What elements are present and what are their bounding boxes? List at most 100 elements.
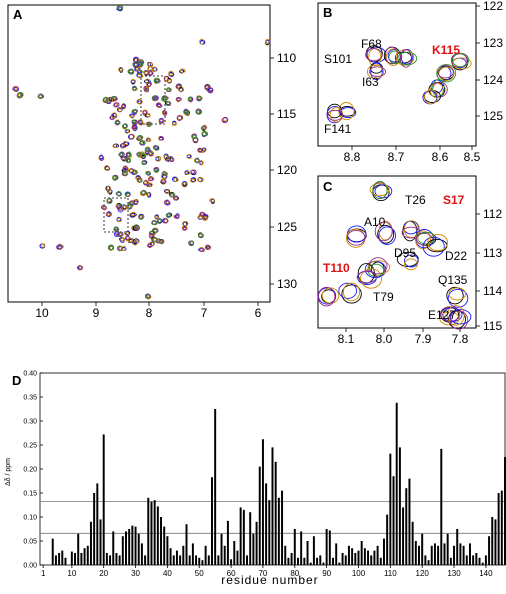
peak-contour bbox=[206, 87, 214, 93]
peak-contour bbox=[187, 96, 193, 101]
peak-contour bbox=[182, 227, 187, 231]
bar bbox=[402, 507, 405, 565]
bar bbox=[217, 555, 220, 565]
bar bbox=[80, 553, 83, 565]
peak-contour bbox=[197, 177, 204, 183]
peak-contour bbox=[190, 169, 197, 174]
panel-c-y-ticks: 112 113 114 115 bbox=[476, 207, 502, 333]
peak-contour bbox=[169, 192, 176, 198]
peak-contour bbox=[159, 136, 164, 141]
bar bbox=[382, 538, 385, 565]
peak-contour bbox=[163, 218, 169, 224]
bar bbox=[179, 555, 182, 565]
bar bbox=[500, 490, 503, 565]
bar bbox=[109, 555, 112, 565]
bar bbox=[255, 521, 258, 565]
peak-contour bbox=[404, 258, 418, 271]
peak-contour bbox=[147, 62, 154, 67]
panel-c-label: C bbox=[323, 179, 333, 194]
peak-contour bbox=[368, 66, 387, 77]
panel-c-residue-labels: T26 S17 A10 D95 D22 T110 Q135 T79 E127 bbox=[323, 193, 468, 322]
bar bbox=[239, 507, 242, 565]
peak-contour bbox=[121, 205, 128, 211]
peak-contour bbox=[204, 244, 211, 250]
bar bbox=[268, 500, 271, 565]
peak-contour bbox=[137, 135, 143, 140]
peak-contour bbox=[115, 230, 120, 237]
peak-contour bbox=[144, 78, 151, 84]
peak-contour bbox=[130, 79, 136, 84]
bar bbox=[354, 553, 357, 565]
y-tick-label: 125 bbox=[483, 109, 503, 123]
peak-contour bbox=[199, 38, 205, 45]
peak-contour bbox=[132, 124, 137, 129]
peak-contour bbox=[368, 257, 388, 275]
peak-contour bbox=[111, 112, 117, 119]
panel-b-peaks bbox=[326, 45, 472, 124]
bar bbox=[459, 543, 462, 565]
bar bbox=[341, 553, 344, 565]
peak-contour bbox=[165, 157, 171, 162]
peak-contour bbox=[153, 77, 160, 84]
bar bbox=[150, 501, 153, 565]
peak-contour bbox=[146, 122, 152, 128]
bar bbox=[233, 541, 236, 565]
residue-label: T26 bbox=[405, 193, 426, 207]
bar bbox=[128, 529, 131, 565]
bar bbox=[147, 497, 150, 565]
panel-c-x-ticks: 8.1 8.0 7.9 7.8 bbox=[338, 328, 469, 346]
peak-contour bbox=[145, 192, 151, 197]
peak-contour bbox=[137, 73, 144, 79]
peak-contour bbox=[177, 86, 184, 92]
peak-contour bbox=[121, 104, 126, 110]
bar bbox=[61, 550, 64, 565]
peak-contour bbox=[114, 231, 121, 236]
bar bbox=[51, 538, 54, 565]
bar bbox=[204, 545, 207, 565]
peak-contour bbox=[162, 171, 168, 176]
peak-contour bbox=[127, 68, 134, 75]
bar bbox=[137, 533, 140, 565]
peak-contour bbox=[121, 245, 127, 252]
peak-contour bbox=[175, 96, 182, 102]
residue-label: T79 bbox=[373, 290, 394, 304]
peak-contour bbox=[437, 65, 454, 79]
peak-contour bbox=[108, 97, 114, 103]
bar bbox=[449, 557, 452, 565]
peak-contour bbox=[148, 151, 154, 156]
y-tick-label: 113 bbox=[483, 246, 502, 260]
peak-contour bbox=[112, 144, 119, 148]
bar bbox=[188, 555, 191, 565]
peak-contour bbox=[122, 123, 128, 130]
bar bbox=[306, 541, 309, 565]
panel-b-x-ticks: 8.8 8.7 8.6 8.5 bbox=[344, 146, 481, 164]
peak-contour bbox=[151, 66, 157, 73]
peak-contour bbox=[176, 115, 182, 122]
bar bbox=[363, 548, 366, 565]
bar bbox=[160, 517, 163, 565]
peak-contour bbox=[341, 284, 362, 304]
peak-contour bbox=[102, 206, 107, 211]
peak-contour bbox=[199, 212, 206, 217]
bar bbox=[249, 512, 252, 565]
peak-contour bbox=[160, 178, 167, 184]
peak-contour bbox=[452, 52, 470, 68]
bar bbox=[258, 466, 261, 565]
bar bbox=[319, 555, 322, 565]
peak-contour bbox=[439, 311, 460, 326]
peak-contour bbox=[151, 220, 158, 226]
peak-contour bbox=[203, 215, 208, 221]
bar bbox=[105, 553, 108, 565]
bar bbox=[201, 560, 204, 565]
peak-contour bbox=[155, 102, 162, 108]
bar bbox=[465, 555, 468, 565]
peak-contour bbox=[365, 48, 383, 62]
x-tick-label: 7.9 bbox=[415, 332, 432, 346]
bar bbox=[191, 543, 194, 565]
bar bbox=[328, 530, 331, 565]
x-tick-label: 40 bbox=[163, 569, 172, 578]
panel-d: D 0.00 0.05 0.10 0.15 0.20 0.25 0.30 0.35 0.40 1… bbox=[5, 371, 506, 587]
panel-a-peaks bbox=[12, 5, 271, 300]
bar bbox=[386, 514, 389, 565]
peak-contour bbox=[38, 93, 43, 100]
